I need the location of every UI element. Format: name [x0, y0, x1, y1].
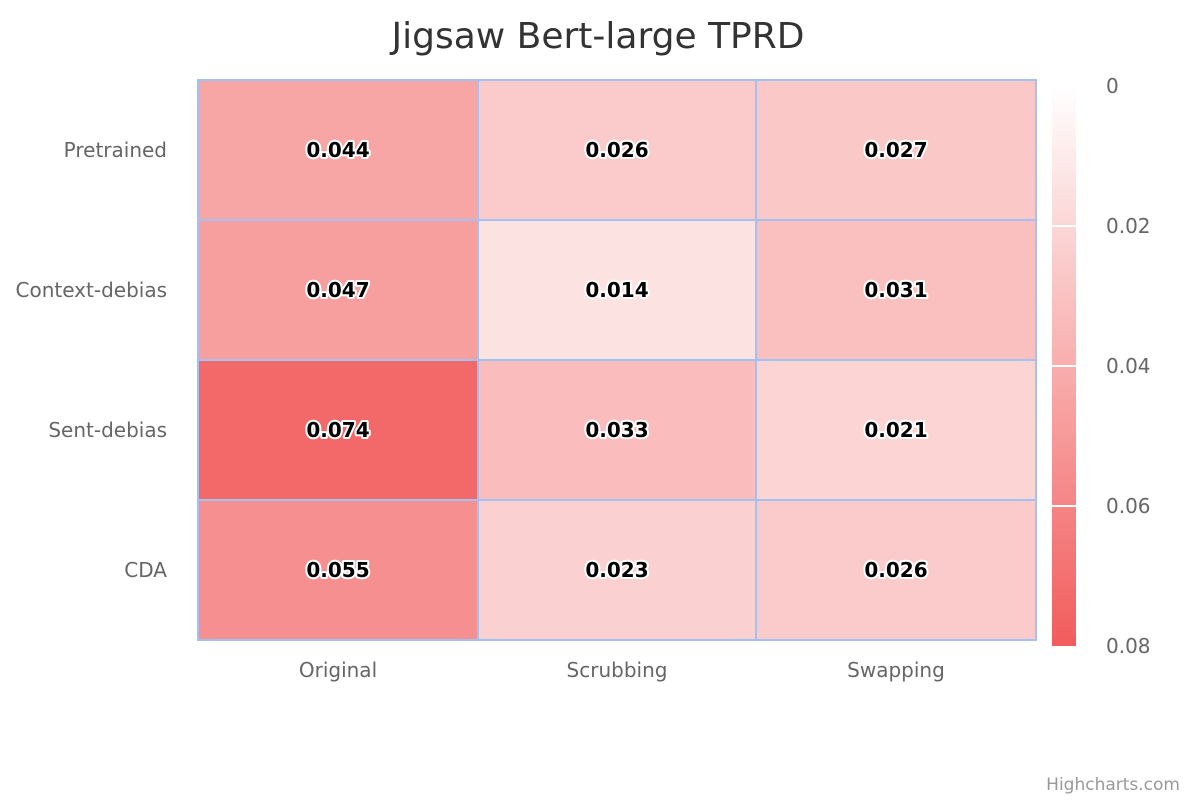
heatmap-cell-r0-c1[interactable] [477, 79, 757, 221]
chart-title: Jigsaw Bert-large TPRD [389, 16, 804, 57]
heatmap-cell-r1-c1[interactable] [477, 219, 757, 361]
cell-value-label-r1-c1: 0.014 [585, 278, 648, 302]
y-axis-label-0: Pretrained [64, 138, 167, 162]
cell-value-label-r2-c2: 0.021 [864, 418, 927, 442]
y-axis-labels: Pretrained Context-debias Sent-debias CDA [16, 138, 168, 582]
cell-value-label-r1-c0: 0.047 [306, 278, 369, 302]
cell-value-label-r0-c2: 0.027 [864, 138, 927, 162]
heatmap-cell-r3-c2[interactable] [755, 499, 1037, 641]
heatmap-cell-r1-c0[interactable] [197, 219, 479, 361]
x-axis-labels: Original Scrubbing Swapping [299, 658, 945, 682]
cell-value-label-r0-c1: 0.026 [585, 138, 648, 162]
x-axis-label-0: Original [299, 658, 377, 682]
cell-value-label-r2-c1: 0.033 [585, 418, 648, 442]
x-axis-label-1: Scrubbing [567, 658, 668, 682]
color-axis-ticks: 0 0.02 0.04 0.06 0.08 [1052, 74, 1151, 658]
cell-value-label-r0-c0: 0.044 [306, 138, 369, 162]
y-axis-label-3: CDA [124, 558, 167, 582]
color-axis-tick-label-1: 0.02 [1106, 214, 1151, 238]
heatmap-cell-labels: 0.044 0.026 0.027 0.047 0.014 0.031 0.074 0.033… [304, 136, 929, 584]
heatmap-cell-r0-c2[interactable] [755, 79, 1037, 221]
color-axis-tick-label-4: 0.08 [1106, 634, 1151, 658]
credits-link[interactable]: Highcharts.com [1046, 775, 1180, 795]
cell-value-label-r2-c0: 0.074 [306, 418, 369, 442]
y-axis-label-1: Context-debias [16, 278, 168, 302]
color-axis-tick-label-0: 0 [1106, 74, 1119, 98]
heatmap-cell-r3-c0[interactable] [197, 499, 479, 641]
y-axis-label-2: Sent-debias [48, 418, 167, 442]
color-axis-legend: 0 0.02 0.04 0.06 0.08 [1052, 74, 1151, 658]
cell-value-label-r3-c2: 0.026 [864, 558, 927, 582]
heatmap-cell-r0-c0[interactable] [197, 79, 479, 221]
heatmap-cell-r2-c1[interactable] [477, 359, 757, 501]
heatmap-cell-r1-c2[interactable] [755, 219, 1037, 361]
color-axis-tick-label-2: 0.04 [1106, 354, 1151, 378]
cell-value-label-r1-c2: 0.031 [864, 278, 927, 302]
cell-value-label-r3-c1: 0.023 [585, 558, 648, 582]
color-axis-tick-label-3: 0.06 [1106, 494, 1151, 518]
heatmap-cells [197, 79, 1037, 641]
cell-value-label-r3-c0: 0.055 [306, 558, 369, 582]
x-axis-label-2: Swapping [847, 658, 945, 682]
